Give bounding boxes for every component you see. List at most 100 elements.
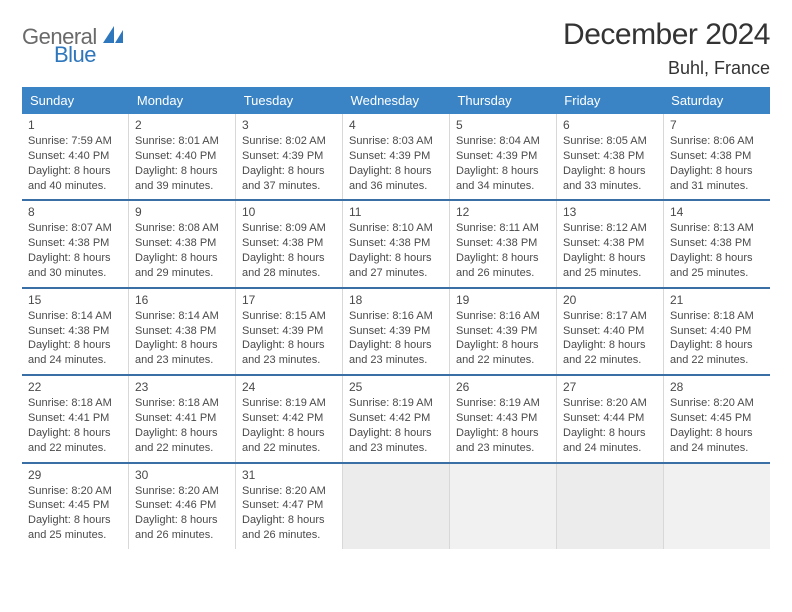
day-info: Sunrise: 8:20 AMSunset: 4:46 PMDaylight:… bbox=[135, 484, 229, 543]
day-number: 30 bbox=[135, 468, 229, 482]
calendar-grid: SundayMondayTuesdayWednesdayThursdayFrid… bbox=[22, 87, 770, 549]
day-number: 16 bbox=[135, 293, 229, 307]
day-cell: 2Sunrise: 8:01 AMSunset: 4:40 PMDaylight… bbox=[129, 114, 236, 199]
info-line: Daylight: 8 hours bbox=[28, 251, 122, 266]
day-info: Sunrise: 8:18 AMSunset: 4:41 PMDaylight:… bbox=[135, 396, 229, 455]
info-line: Sunrise: 8:20 AM bbox=[670, 396, 764, 411]
info-line: Sunset: 4:39 PM bbox=[242, 324, 336, 339]
empty-cell bbox=[664, 464, 770, 549]
info-line: Sunset: 4:38 PM bbox=[563, 236, 657, 251]
info-line: Daylight: 8 hours bbox=[242, 426, 336, 441]
info-line: Sunrise: 8:20 AM bbox=[242, 484, 336, 499]
info-line: Sunrise: 8:10 AM bbox=[349, 221, 443, 236]
info-line: Daylight: 8 hours bbox=[563, 164, 657, 179]
info-line: Sunset: 4:38 PM bbox=[563, 149, 657, 164]
calendar-page: General Blue December 2024 Buhl, France … bbox=[0, 0, 792, 549]
info-line: and 23 minutes. bbox=[242, 353, 336, 368]
info-line: Sunset: 4:38 PM bbox=[670, 149, 764, 164]
day-info: Sunrise: 8:13 AMSunset: 4:38 PMDaylight:… bbox=[670, 221, 764, 280]
info-line: Daylight: 8 hours bbox=[349, 338, 443, 353]
day-info: Sunrise: 8:02 AMSunset: 4:39 PMDaylight:… bbox=[242, 134, 336, 193]
day-info: Sunrise: 8:12 AMSunset: 4:38 PMDaylight:… bbox=[563, 221, 657, 280]
info-line: and 31 minutes. bbox=[670, 179, 764, 194]
info-line: Sunset: 4:40 PM bbox=[563, 324, 657, 339]
info-line: Sunset: 4:38 PM bbox=[242, 236, 336, 251]
info-line: Daylight: 8 hours bbox=[28, 164, 122, 179]
info-line: Daylight: 8 hours bbox=[135, 338, 229, 353]
day-cell: 25Sunrise: 8:19 AMSunset: 4:42 PMDayligh… bbox=[343, 376, 450, 461]
day-info: Sunrise: 8:20 AMSunset: 4:45 PMDaylight:… bbox=[28, 484, 122, 543]
day-cell: 14Sunrise: 8:13 AMSunset: 4:38 PMDayligh… bbox=[664, 201, 770, 286]
day-info: Sunrise: 8:19 AMSunset: 4:42 PMDaylight:… bbox=[349, 396, 443, 455]
info-line: Daylight: 8 hours bbox=[670, 251, 764, 266]
day-cell: 1 Sunrise: 7:59 AMSunset: 4:40 PMDaylight… bbox=[22, 114, 129, 199]
info-line: Sunset: 4:39 PM bbox=[456, 324, 550, 339]
info-line: Sunrise: 8:06 AM bbox=[670, 134, 764, 149]
empty-cell bbox=[343, 464, 450, 549]
info-line: Sunrise: 8:20 AM bbox=[563, 396, 657, 411]
info-line: Daylight: 8 hours bbox=[456, 251, 550, 266]
day-number: 13 bbox=[563, 205, 657, 219]
logo: General Blue bbox=[22, 24, 125, 50]
info-line: and 24 minutes. bbox=[563, 441, 657, 456]
dow-cell: Saturday bbox=[663, 87, 770, 114]
title-block: December 2024 Buhl, France bbox=[563, 18, 770, 79]
info-line: and 26 minutes. bbox=[135, 528, 229, 543]
day-cell: 9Sunrise: 8:08 AMSunset: 4:38 PMDaylight… bbox=[129, 201, 236, 286]
day-cell: 13 Sunrise: 8:12 AMSunset: 4:38 PMDayligh… bbox=[557, 201, 664, 286]
info-line: Sunset: 4:46 PM bbox=[135, 498, 229, 513]
info-line: and 29 minutes. bbox=[135, 266, 229, 281]
info-line: Daylight: 8 hours bbox=[242, 251, 336, 266]
info-line: and 24 minutes. bbox=[28, 353, 122, 368]
day-cell: 22Sunrise: 8:18 AMSunset: 4:41 PMDayligh… bbox=[22, 376, 129, 461]
info-line: Sunset: 4:39 PM bbox=[349, 324, 443, 339]
day-info: Sunrise: 8:19 AMSunset: 4:43 PMDaylight:… bbox=[456, 396, 550, 455]
day-cell: 28Sunrise: 8:20 AMSunset: 4:45 PMDayligh… bbox=[664, 376, 770, 461]
info-line: Sunset: 4:42 PM bbox=[242, 411, 336, 426]
info-line: Daylight: 8 hours bbox=[670, 164, 764, 179]
empty-cell bbox=[557, 464, 664, 549]
info-line: Daylight: 8 hours bbox=[670, 426, 764, 441]
day-number: 1 bbox=[28, 118, 122, 132]
day-cell: 12Sunrise: 8:11 AMSunset: 4:38 PMDayligh… bbox=[450, 201, 557, 286]
day-info: Sunrise: 8:20 AMSunset: 4:45 PMDaylight:… bbox=[670, 396, 764, 455]
day-info: Sunrise: 8:20 AMSunset: 4:44 PMDaylight:… bbox=[563, 396, 657, 455]
info-line: Sunrise: 8:20 AM bbox=[135, 484, 229, 499]
info-line: Sunset: 4:38 PM bbox=[670, 236, 764, 251]
info-line: and 22 minutes. bbox=[28, 441, 122, 456]
info-line: and 33 minutes. bbox=[563, 179, 657, 194]
info-line: and 22 minutes. bbox=[242, 441, 336, 456]
day-cell: 5Sunrise: 8:04 AMSunset: 4:39 PMDaylight… bbox=[450, 114, 557, 199]
day-cell: 29 Sunrise: 8:20 AMSunset: 4:45 PMDayligh… bbox=[22, 464, 129, 549]
day-info: Sunrise: 8:08 AMSunset: 4:38 PMDaylight:… bbox=[135, 221, 229, 280]
info-line: and 36 minutes. bbox=[349, 179, 443, 194]
day-info: Sunrise: 8:14 AMSunset: 4:38 PMDaylight:… bbox=[135, 309, 229, 368]
info-line: and 37 minutes. bbox=[242, 179, 336, 194]
day-info: Sunrise: 8:19 AMSunset: 4:42 PMDaylight:… bbox=[242, 396, 336, 455]
day-info: Sunrise: 8:14 AMSunset: 4:38 PMDaylight:… bbox=[28, 309, 122, 368]
day-info: Sunrise: 7:59 AMSunset: 4:40 PMDaylight:… bbox=[28, 134, 122, 193]
info-line: Sunrise: 8:18 AM bbox=[135, 396, 229, 411]
info-line: Daylight: 8 hours bbox=[135, 251, 229, 266]
info-line: Sunset: 4:44 PM bbox=[563, 411, 657, 426]
info-line: and 22 minutes. bbox=[135, 441, 229, 456]
info-line: and 25 minutes. bbox=[563, 266, 657, 281]
info-line: Daylight: 8 hours bbox=[28, 426, 122, 441]
info-line: Sunrise: 8:19 AM bbox=[349, 396, 443, 411]
info-line: and 25 minutes. bbox=[28, 528, 122, 543]
info-line: Daylight: 8 hours bbox=[456, 338, 550, 353]
day-number: 6 bbox=[563, 118, 657, 132]
day-number: 29 bbox=[28, 468, 122, 482]
info-line: Sunrise: 8:18 AM bbox=[670, 309, 764, 324]
info-line: Daylight: 8 hours bbox=[456, 426, 550, 441]
day-cell: 27Sunrise: 8:20 AMSunset: 4:44 PMDayligh… bbox=[557, 376, 664, 461]
day-number: 26 bbox=[456, 380, 550, 394]
info-line: and 25 minutes. bbox=[670, 266, 764, 281]
info-line: Sunset: 4:38 PM bbox=[456, 236, 550, 251]
info-line: and 24 minutes. bbox=[670, 441, 764, 456]
day-number: 23 bbox=[135, 380, 229, 394]
info-line: Sunset: 4:39 PM bbox=[456, 149, 550, 164]
info-line: Sunrise: 8:08 AM bbox=[135, 221, 229, 236]
day-number: 20 bbox=[563, 293, 657, 307]
week-row: 22Sunrise: 8:18 AMSunset: 4:41 PMDayligh… bbox=[22, 376, 770, 463]
